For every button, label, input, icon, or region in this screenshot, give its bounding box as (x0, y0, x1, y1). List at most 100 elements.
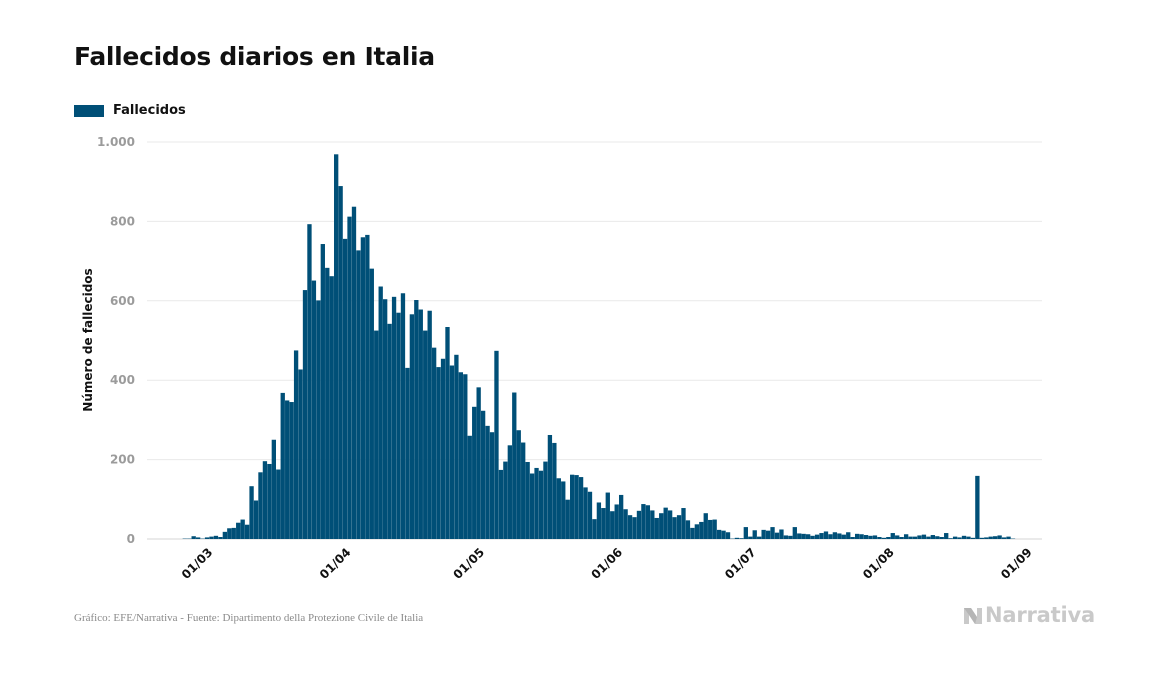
bar (316, 300, 321, 539)
bar (191, 536, 196, 539)
bar (610, 511, 615, 539)
bar (877, 537, 882, 539)
bar (325, 267, 330, 539)
narrativa-logo-icon (964, 608, 982, 624)
x-tick-label: 01/03 (179, 545, 216, 582)
bar (267, 463, 272, 539)
bar (944, 533, 949, 539)
bar (351, 206, 357, 539)
bar (641, 504, 646, 539)
bar (289, 402, 294, 539)
bar (605, 492, 610, 539)
bar (627, 515, 633, 539)
bar (694, 524, 700, 539)
bar (997, 535, 1002, 539)
bar (863, 535, 869, 539)
x-tick-labels: 01/03 01/04 01/05 01/06 01/07 01/08 01/09 (179, 545, 1035, 582)
bar (342, 238, 348, 539)
bar (302, 290, 308, 539)
bar (467, 435, 472, 539)
bar (765, 530, 771, 539)
bar (650, 510, 655, 539)
bar (716, 529, 722, 539)
bar (285, 400, 290, 539)
bar (222, 531, 228, 539)
bar (832, 532, 838, 539)
bar (814, 534, 820, 539)
bar (690, 527, 695, 539)
bar (414, 300, 419, 539)
legend-swatch (74, 104, 104, 117)
bar (561, 481, 566, 539)
bar (489, 432, 495, 539)
bar (387, 323, 392, 539)
bar (195, 537, 201, 539)
bar (1001, 537, 1007, 539)
bar (988, 536, 993, 539)
bar (908, 536, 913, 539)
bar (948, 538, 953, 539)
bar (828, 534, 833, 539)
bar (400, 293, 406, 539)
bar (917, 535, 922, 539)
narrativa-logo-text: Narrativa (985, 603, 1095, 627)
bar (507, 445, 512, 539)
bar (681, 508, 686, 539)
x-tick-label: 01/09 (998, 545, 1035, 582)
bar (427, 310, 432, 539)
bar (645, 505, 651, 539)
bar (476, 387, 481, 539)
bar (356, 250, 361, 539)
bar (374, 330, 379, 539)
bar (240, 519, 245, 539)
bar (570, 474, 575, 539)
bar (743, 527, 748, 539)
bar (405, 367, 410, 539)
bar (667, 510, 673, 539)
bar (556, 478, 561, 539)
legend: Fallecidos (74, 103, 186, 118)
bar (779, 529, 784, 539)
bar (672, 517, 677, 539)
bar (792, 527, 797, 539)
bar (636, 510, 642, 539)
bar (365, 234, 370, 539)
bar (774, 532, 780, 539)
bar (587, 491, 593, 539)
bar (293, 350, 299, 539)
bar (939, 537, 944, 539)
y-tick-label: 800 (110, 214, 135, 228)
bar (993, 536, 998, 539)
bar (227, 528, 232, 539)
bar (899, 537, 904, 539)
bar (494, 350, 499, 539)
bar (761, 529, 766, 539)
bar (975, 475, 980, 539)
bar (797, 533, 802, 539)
bar (298, 369, 303, 539)
bar (347, 216, 352, 539)
bar (841, 534, 846, 539)
bar (516, 430, 521, 539)
bar (329, 276, 334, 539)
bar (534, 467, 539, 539)
bar (383, 299, 388, 539)
bar (984, 537, 989, 539)
bar (253, 500, 259, 539)
bar (850, 537, 855, 539)
bar (654, 517, 659, 539)
bar (249, 486, 254, 539)
bar (806, 534, 811, 539)
y-tick-label: 200 (110, 453, 135, 467)
bar (338, 186, 343, 539)
bar (926, 536, 931, 539)
bar (244, 524, 250, 539)
bar (725, 532, 731, 539)
bar (396, 312, 401, 539)
narrativa-logo: Narrativa (963, 603, 1095, 627)
bar (739, 538, 744, 539)
bar (601, 508, 606, 539)
bar (360, 237, 366, 539)
bar (979, 537, 984, 539)
